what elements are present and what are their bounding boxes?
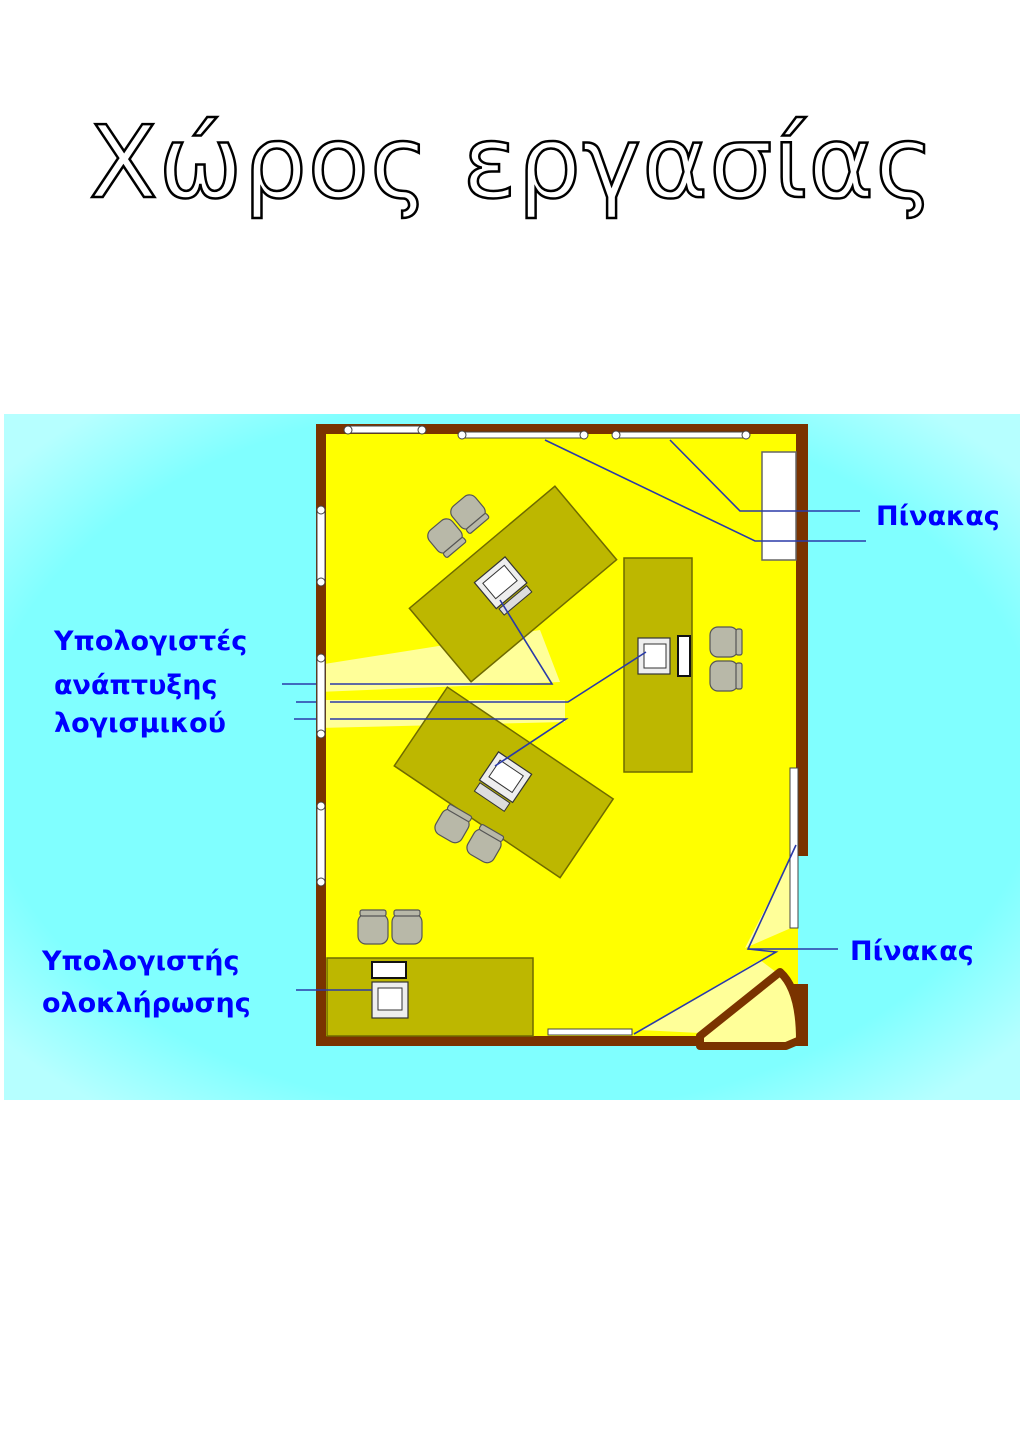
label-dev-computers-2: ανάπτυξης: [54, 670, 218, 701]
chair-icon: [391, 909, 423, 945]
leader-lines: [282, 439, 866, 1035]
sight-wedge: [640, 960, 780, 1033]
label-board-bottom: Πίνακας: [850, 936, 974, 967]
computer-icon: [371, 961, 409, 1019]
label-integration-2: ολοκλήρωσης: [42, 988, 251, 1019]
chair-icon: [466, 824, 505, 864]
label-integration-1: Υπολογιστής: [41, 946, 240, 977]
diagram-labels: Πίνακας Πίνακας Υπολογιστές ανάπτυξης λο…: [41, 501, 1000, 1019]
left-windows: [316, 505, 326, 887]
chair-icon: [357, 909, 389, 945]
door-swing: [696, 968, 804, 1050]
chair-icon: [450, 494, 490, 534]
label-dev-computers-3: λογισμικού: [54, 708, 226, 739]
computer-icon: [473, 556, 533, 616]
office-floor-plan: Πίνακας Πίνακας Υπολογιστές ανάπτυξης λο…: [4, 414, 1020, 1100]
whiteboard-top: [761, 451, 797, 561]
chairs: [357, 494, 743, 945]
chair-icon: [434, 804, 473, 844]
label-dev-computers-1: Υπολογιστές: [53, 626, 247, 657]
chair-icon: [427, 518, 467, 558]
chair-icon: [709, 626, 743, 658]
label-board-top: Πίνακας: [876, 501, 1000, 532]
desk-integration: [326, 957, 534, 1037]
chair-icon: [709, 660, 743, 692]
page-title: Χώρος εργασίας: [88, 104, 935, 221]
computer-icon: [473, 751, 533, 812]
computers: [371, 556, 691, 1019]
computer-icon: [637, 635, 691, 677]
top-windows: [343, 425, 751, 440]
